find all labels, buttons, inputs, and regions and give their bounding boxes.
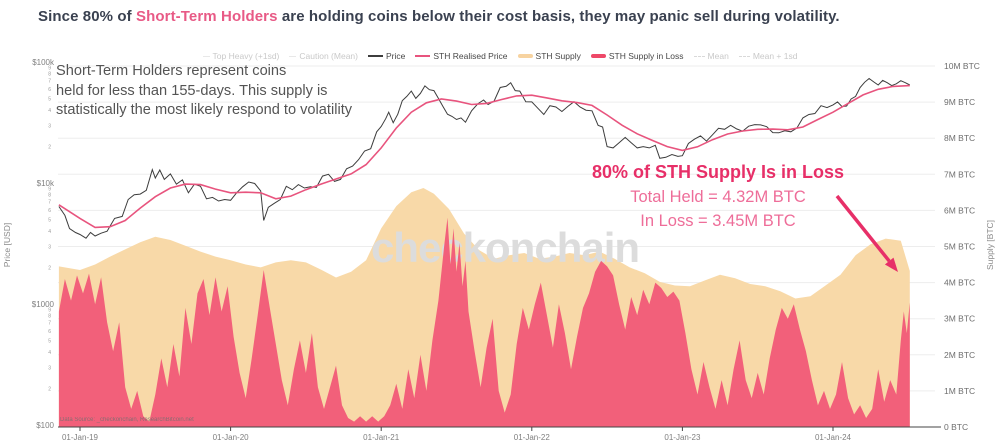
legend-marker [517, 54, 533, 58]
y-left-minor-label: 9 [48, 66, 51, 72]
y-left-minor-label: 2 [48, 387, 51, 393]
y-right-tick-label: 8M BTC [944, 133, 975, 143]
y-left-tick-label: $100k [32, 58, 55, 67]
y-left-minor-label: 3 [48, 244, 51, 250]
x-tick-label: 01-Jan-21 [363, 433, 400, 442]
legend-marker [738, 55, 750, 57]
title-highlight: Short-Term Holders [136, 8, 278, 25]
legend-item-sth-supply-in-loss[interactable]: STH Supply in Loss [590, 51, 684, 61]
legend-label: Caution (Mean) [299, 51, 358, 61]
y-left-minor-label: 8 [48, 72, 51, 78]
y-left-minor-label: 4 [48, 229, 51, 235]
y-left-minor-label: 3 [48, 365, 51, 371]
legend-marker [289, 55, 297, 57]
data-source-note: Data Source: _checkonchain, ResearchBitc… [60, 417, 194, 423]
legend-marker [367, 55, 383, 57]
x-tick-label: 01-Jan-23 [664, 433, 701, 442]
callout-title: 80% of STH Supply Is in Loss [591, 162, 845, 182]
legend-marker [590, 54, 606, 58]
y-left-minor-label: 9 [48, 187, 51, 193]
note-line-1: Short-Term Holders represent coins [56, 63, 287, 79]
y-left-minor-label: 7 [48, 200, 51, 206]
legend-label: Price [385, 51, 406, 61]
y-right-tick-label: 0 BTC [944, 422, 968, 432]
sth-realised-price-line [58, 84, 910, 229]
y-left-minor-label: 7 [48, 79, 51, 85]
legend-item-sth-realised-price[interactable]: STH Realised Price [415, 51, 508, 61]
y-left-minor-label: 4 [48, 108, 51, 114]
legend-label: STH Supply in Loss [608, 51, 684, 61]
y-left-tick-label: $10k [37, 179, 55, 188]
x-tick-label: 01-Jan-20 [213, 433, 250, 442]
y-left-minor-label: 6 [48, 87, 51, 93]
watermark: checkonchain [371, 224, 639, 271]
legend-marker [415, 55, 431, 57]
legend-item-caution-mean[interactable]: Caution (Mean) [289, 51, 358, 61]
callout-in-loss: In Loss = 3.45M BTC [640, 212, 796, 230]
legend-marker [693, 55, 705, 57]
y-right-tick-label: 2M BTC [944, 350, 975, 360]
annotation-callout: 80% of STH Supply Is in Loss Total Held … [556, 162, 880, 231]
legend-item-price[interactable]: Price [367, 51, 406, 61]
y-left-minor-label: 4 [48, 350, 51, 356]
callout-arrow-shaft [835, 194, 891, 263]
y-right-tick-label: 5M BTC [944, 242, 975, 252]
legend-item-mean[interactable]: Mean [693, 51, 729, 61]
y-right-tick-label: 1M BTC [944, 386, 975, 396]
y-left-minor-label: 6 [48, 208, 51, 214]
title-suffix: are holding coins below their cost basis… [277, 8, 840, 25]
note-line-2: held for less than 155-days. This supply… [56, 82, 328, 99]
title-prefix: Since 80% of [38, 8, 137, 25]
y-left-tick-label: $1000 [32, 300, 55, 309]
y-left-minor-label: 9 [48, 308, 51, 314]
note-line-3: statistically the most likely respond to… [56, 102, 353, 118]
chart-legend: Top Heavy (+1sd) Caution (Mean) Price STH R… [0, 51, 1000, 61]
legend-label: STH Realised Price [433, 51, 508, 61]
y-left-minor-label: 2 [48, 145, 51, 151]
x-tick-label: 01-Jan-24 [815, 433, 852, 442]
y-right-axis-title: Supply [BTC] [985, 220, 995, 270]
legend-item-mean-1sd[interactable]: Mean + 1sd [738, 51, 798, 61]
y-left-minor-label: 3 [48, 123, 51, 129]
legend-marker [202, 55, 210, 57]
y-left-axis-title: Price [USD] [2, 223, 12, 267]
y-right-tick-label: 7M BTC [944, 169, 975, 179]
y-left-minor-label: 5 [48, 338, 51, 344]
y-right-tick-label: 6M BTC [944, 205, 975, 215]
y-left-minor-label: 2 [48, 266, 51, 272]
y-left-minor-label: 6 [48, 329, 51, 335]
y-right-tick-label: 10M BTC [944, 61, 980, 71]
y-left-minor-label: 8 [48, 314, 51, 320]
legend-label: Mean + 1sd [752, 51, 798, 61]
y-right-tick-label: 3M BTC [944, 314, 975, 324]
callout-total-held: Total Held = 4.32M BTC [630, 188, 806, 206]
y-left-minor-label: 7 [48, 321, 51, 327]
y-left-minor-label: 5 [48, 217, 51, 223]
y-left-tick-label: $100 [36, 421, 54, 430]
legend-item-sth-supply[interactable]: STH Supply [517, 51, 581, 61]
legend-label: Mean [707, 51, 729, 61]
x-tick-label: 01-Jan-19 [62, 433, 99, 442]
legend-label: Top Heavy (+1sd) [212, 51, 280, 61]
y-right-tick-label: 9M BTC [944, 97, 975, 107]
callout-arrow-head [884, 257, 898, 272]
legend-item-top-heavy-1sd[interactable]: Top Heavy (+1sd) [202, 51, 280, 61]
sth-supply-in-loss-area [58, 217, 910, 427]
y-right-tick-label: 4M BTC [944, 278, 975, 288]
price-line [58, 77, 911, 239]
x-tick-label: 01-Jan-22 [514, 433, 551, 442]
page-title: Since 80% of Short-Term Holders are hold… [38, 8, 840, 25]
y-left-minor-label: 5 [48, 96, 51, 102]
legend-label: STH Supply [535, 51, 581, 61]
y-left-minor-label: 8 [48, 193, 51, 199]
annotation-note: Short-Term Holders represent coins held … [56, 62, 352, 121]
